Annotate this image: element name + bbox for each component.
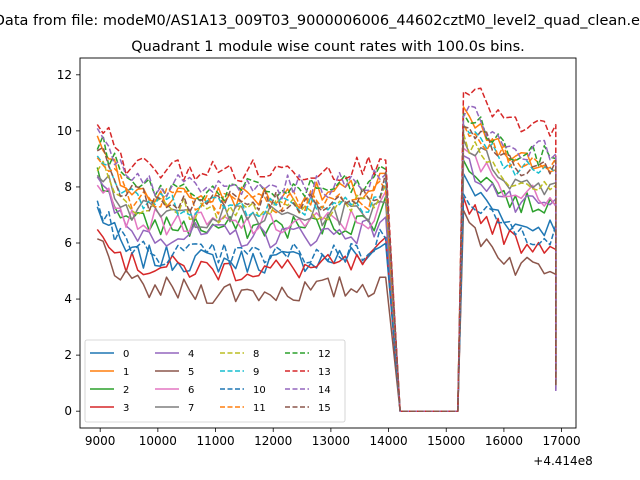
- legend-label-13: 13: [318, 367, 331, 378]
- series-line-13: [96, 87, 557, 412]
- chart-title: Quadrant 1 module wise count rates with …: [131, 39, 525, 55]
- x-axis: 9000 10000 11000 12000 13000 14000 15000 16000 1…: [85, 428, 581, 448]
- x-offset-label: +4.414e8: [533, 454, 592, 468]
- legend-label-5: 5: [188, 367, 194, 378]
- legend-label-10: 10: [253, 385, 266, 396]
- y-tick-label: 8: [64, 180, 72, 194]
- x-tick-label: 16000: [485, 434, 523, 448]
- y-tick-label: 0: [64, 404, 72, 418]
- legend-label-0: 0: [123, 349, 129, 360]
- y-tick-label: 10: [57, 124, 72, 138]
- series-line-10: [96, 193, 557, 412]
- x-tick-label: 14000: [369, 434, 407, 448]
- legend-box: [84, 339, 346, 423]
- legend-label-9: 9: [253, 367, 259, 378]
- y-tick-label: 6: [64, 236, 72, 250]
- x-tick-label: 11000: [196, 434, 234, 448]
- x-tick-label: 10000: [139, 434, 177, 448]
- series-line-9: [96, 124, 557, 412]
- y-axis: 0 2 4 6 8 10 12: [57, 68, 80, 418]
- legend-label-1: 1: [123, 367, 129, 378]
- legend-label-2: 2: [123, 385, 129, 396]
- x-tick-label: 9000: [85, 434, 116, 448]
- series-line-4: [96, 154, 557, 412]
- y-tick-label: 4: [64, 292, 72, 306]
- x-tick-label: 12000: [254, 434, 292, 448]
- figure-title: Data from file: modeM0/AS1A13_009T03_900…: [0, 13, 640, 29]
- y-tick-label: 12: [57, 68, 72, 82]
- x-tick-label: 13000: [312, 434, 350, 448]
- series-lines: [96, 87, 557, 412]
- x-tick-label: 17000: [542, 434, 580, 448]
- series-line-3: [96, 196, 557, 412]
- legend-label-8: 8: [253, 349, 259, 360]
- legend-label-15: 15: [318, 403, 331, 414]
- series-line-0: [96, 172, 557, 412]
- series-line-5: [97, 209, 557, 412]
- legend-label-12: 12: [318, 349, 331, 360]
- series-line-11: [96, 123, 557, 412]
- legend-label-14: 14: [318, 385, 331, 396]
- legend-label-3: 3: [123, 403, 129, 414]
- y-tick-label: 2: [64, 348, 72, 362]
- series-line-15: [96, 125, 557, 412]
- legend-label-7: 7: [188, 403, 194, 414]
- series-line-7: [96, 138, 557, 412]
- x-tick-label: 15000: [427, 434, 465, 448]
- legend-label-4: 4: [188, 349, 194, 360]
- series-line-14: [96, 105, 557, 412]
- legend-label-11: 11: [253, 403, 266, 414]
- legend-label-6: 6: [188, 385, 194, 396]
